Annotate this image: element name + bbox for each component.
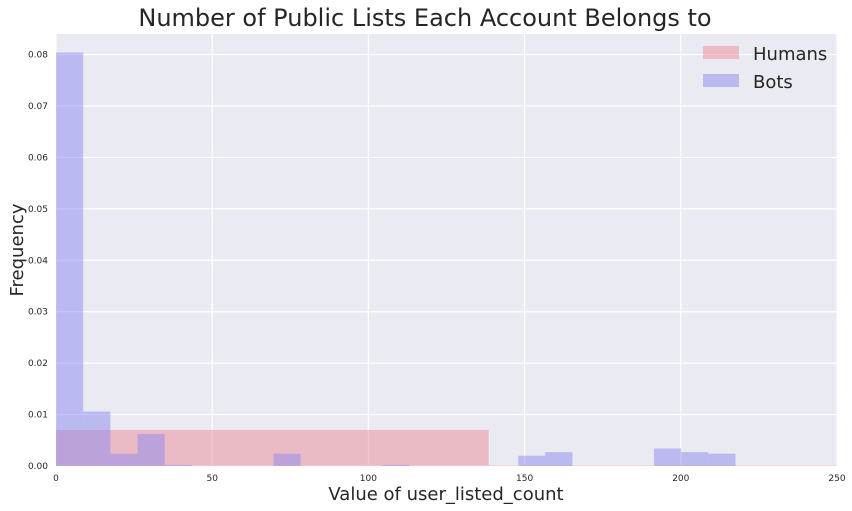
y-tick-label-0: 0.00 [28, 462, 48, 472]
legend: Humans Bots [703, 44, 827, 93]
y-tick-label-8: 0.08 [28, 51, 48, 61]
y-tick-label-2: 0.02 [28, 359, 48, 369]
bar-bots-5 [273, 453, 301, 466]
x-tick-label-1: 50 [206, 474, 218, 484]
plot-background [56, 34, 837, 466]
x-axis-ticks: 0 50 100 150 200 250 [53, 474, 846, 484]
x-tick-label-3: 150 [516, 474, 533, 484]
grid-lines [55, 34, 838, 467]
y-tick-label-7: 0.07 [28, 102, 48, 112]
bar-bots-3 [137, 434, 165, 466]
y-tick-label-4: 0.04 [28, 256, 48, 266]
chart-title: Number of Public Lists Each Account Belo… [138, 4, 711, 32]
bar-bots-10 [681, 452, 709, 466]
bar-bots-8 [545, 452, 573, 466]
y-axis-ticks: 0.00 0.01 0.02 0.03 0.04 0.05 0.06 0.07 0.08 [28, 51, 48, 472]
bar-bots-11 [708, 453, 736, 466]
bar-bots-4 [164, 464, 192, 466]
y-tick-label-3: 0.03 [28, 308, 48, 318]
x-axis-label: Value of user_listed_count [328, 484, 563, 505]
y-axis-label: Frequency [7, 203, 28, 296]
y-tick-label-1: 0.01 [28, 411, 48, 421]
bar-bots-1 [83, 411, 111, 466]
legend-label-humans: Humans [753, 44, 827, 65]
x-tick-label-5: 250 [828, 474, 845, 484]
legend-swatch-humans [703, 46, 739, 59]
bar-bots-6 [382, 464, 410, 466]
x-tick-label-4: 200 [672, 474, 689, 484]
legend-swatch-bots [703, 74, 739, 87]
x-tick-label-2: 100 [360, 474, 377, 484]
bar-bots-9 [653, 448, 682, 466]
legend-label-bots: Bots [753, 72, 793, 93]
x-tick-label-0: 0 [53, 474, 59, 484]
bar-bots-0 [56, 52, 84, 467]
bar-bots-7 [518, 455, 546, 466]
histogram-bars [56, 52, 837, 467]
y-tick-label-6: 0.06 [28, 153, 48, 163]
y-tick-label-5: 0.05 [28, 205, 48, 215]
bar-bots-2 [110, 453, 138, 466]
